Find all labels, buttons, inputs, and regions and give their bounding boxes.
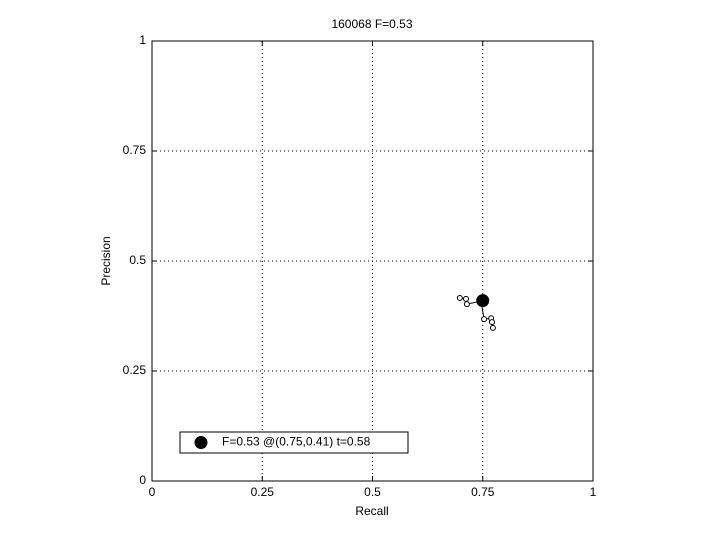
point xyxy=(462,295,469,302)
legend-box xyxy=(179,431,409,454)
legend: F=0.53 @(0.75,0.41) t=0.58 xyxy=(179,431,409,454)
chart-title: 160068 F=0.53 xyxy=(331,17,412,31)
legend-marker xyxy=(194,436,208,449)
y-tick-label: 0.75 xyxy=(123,143,147,157)
point xyxy=(463,301,470,308)
x-tick-label: 1 xyxy=(590,485,597,499)
point xyxy=(456,294,463,301)
best-point xyxy=(476,294,490,308)
y-tick-label: 0.5 xyxy=(129,253,146,267)
x-tick-label: 0.25 xyxy=(251,485,275,499)
x-axis-label: Recall xyxy=(355,504,388,518)
legend-label: F=0.53 @(0.75,0.41) t=0.58 xyxy=(222,435,371,449)
point xyxy=(481,316,488,323)
y-tick-label: 0 xyxy=(139,473,146,487)
plot-frame xyxy=(151,40,594,482)
x-tick-label: 0 xyxy=(149,485,156,499)
y-tick-label: 1 xyxy=(139,33,146,47)
y-axis-label: Precision xyxy=(99,236,113,285)
point xyxy=(489,319,496,326)
point xyxy=(489,324,496,331)
x-tick-label: 0.5 xyxy=(364,485,381,499)
y-tick-label: 0.25 xyxy=(123,363,147,377)
x-tick-label: 0.75 xyxy=(471,485,495,499)
